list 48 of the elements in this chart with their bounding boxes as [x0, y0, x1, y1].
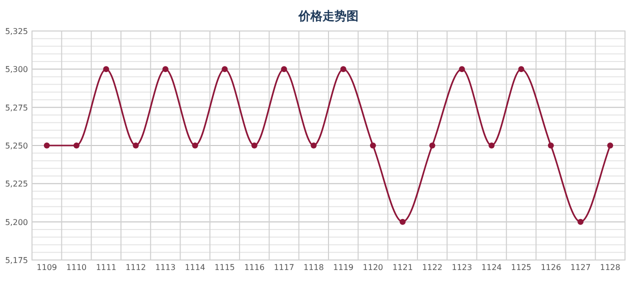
point [607, 142, 614, 148]
x-tick-label: 1123 [452, 263, 472, 272]
point [222, 66, 228, 72]
x-tick-label: 1126 [540, 263, 562, 272]
x-tick-label: 1128 [600, 263, 620, 272]
x-tick-label: 1113 [155, 263, 176, 272]
point [44, 142, 50, 148]
point [103, 66, 110, 72]
point [488, 142, 495, 148]
point [162, 66, 168, 72]
y-tick-label: 5,300 [5, 65, 28, 74]
x-tick-label: 1116 [244, 263, 265, 272]
x-tick-label: 1117 [274, 263, 294, 272]
point [310, 142, 317, 148]
point [251, 142, 258, 148]
x-tick-label: 1110 [66, 263, 87, 272]
y-tick-label: 5,225 [5, 180, 28, 189]
x-tick-label: 1112 [126, 263, 146, 272]
x-tick-label: 1125 [511, 263, 532, 272]
x-tick-label: 1122 [422, 263, 442, 272]
x-tick-label: 1120 [362, 263, 384, 272]
point [458, 66, 465, 72]
y-tick-label: 5,200 [5, 218, 28, 227]
point [548, 142, 554, 148]
chart-title: 价格走势图 [298, 9, 358, 23]
y-tick-label: 5,325 [5, 27, 28, 36]
point [281, 66, 288, 72]
point [340, 66, 346, 72]
point [518, 66, 524, 72]
point [370, 142, 376, 148]
y-tick-label: 5,250 [5, 142, 28, 150]
x-tick-label: 1121 [392, 263, 413, 272]
x-tick-label: 1109 [36, 263, 58, 272]
x-tick-label: 1118 [303, 263, 324, 272]
y-tick-label: 5,275 [5, 103, 28, 112]
x-tick-label: 1115 [214, 263, 235, 272]
y-tick-label: 5,175 [5, 256, 28, 265]
x-tick-label: 1127 [570, 263, 591, 272]
point [400, 218, 406, 225]
x-tick-label: 1119 [333, 263, 354, 272]
point [578, 218, 584, 225]
x-tick-label: 1111 [96, 263, 116, 272]
point [192, 142, 198, 148]
x-tick-label: 1124 [481, 263, 502, 272]
point [429, 142, 436, 148]
point [73, 142, 80, 148]
x-tick-label: 1114 [184, 263, 206, 272]
point [132, 142, 139, 148]
